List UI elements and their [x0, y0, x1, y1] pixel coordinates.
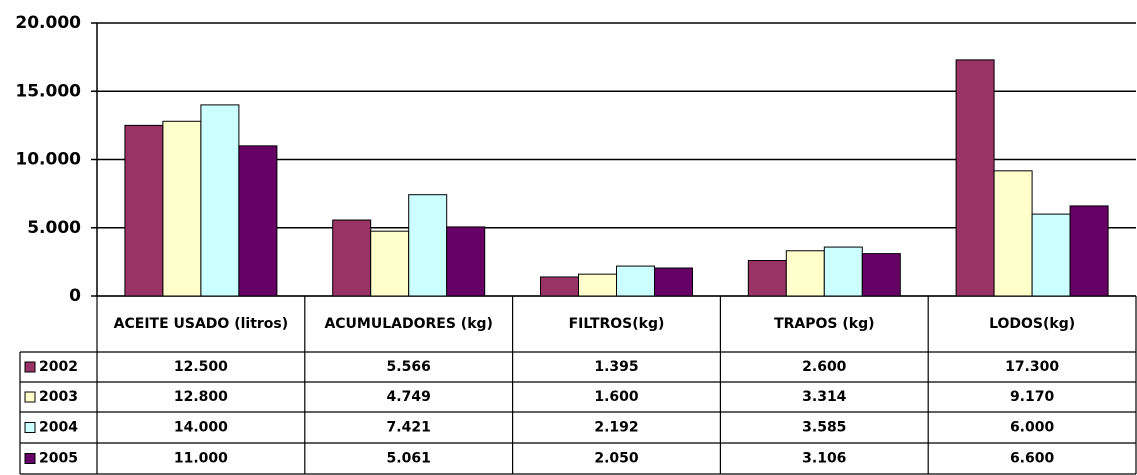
data-label: 4.749 — [387, 389, 431, 405]
bar — [162, 120, 202, 297]
x-tick-label: TRAPOS (kg) — [774, 316, 874, 332]
bar — [993, 170, 1033, 297]
bar — [124, 124, 164, 297]
data-label: 12.800 — [174, 389, 228, 405]
bar — [861, 253, 901, 297]
data-label: 2.600 — [802, 359, 847, 375]
data-label: 1.600 — [594, 389, 639, 405]
bar — [616, 265, 655, 297]
bar — [578, 273, 617, 297]
data-label: 14.000 — [174, 420, 228, 436]
y-tick-label: 20.000 — [15, 13, 81, 33]
legend-marker — [24, 453, 36, 464]
bar — [1031, 213, 1071, 297]
data-label: 5.566 — [387, 359, 431, 375]
x-tick-label: FILTROS(kg) — [569, 316, 665, 332]
y-tick-label: 5.000 — [27, 218, 81, 238]
data-label: 3.585 — [802, 420, 846, 436]
y-tick-label: 0 — [69, 286, 81, 306]
data-label: 9.170 — [1010, 389, 1055, 405]
bar — [408, 194, 448, 297]
data-label: 2.050 — [594, 451, 639, 467]
legend-marker — [24, 361, 36, 373]
bar — [955, 59, 995, 297]
x-tick-label: LODOS(kg) — [989, 316, 1075, 332]
data-label: 11.000 — [174, 451, 228, 467]
bar — [785, 250, 825, 297]
bar — [200, 104, 240, 297]
data-label: 6.600 — [1010, 451, 1055, 467]
bar — [540, 276, 579, 297]
x-tick-label: ACUMULADORES (kg) — [324, 316, 493, 332]
legend-label: 2004 — [39, 420, 78, 436]
bar — [238, 145, 278, 297]
data-label: 6.000 — [1010, 420, 1055, 436]
y-tick-label: 15.000 — [15, 81, 81, 101]
data-label: 3.106 — [802, 451, 846, 467]
data-label: 7.421 — [387, 420, 431, 436]
bar — [370, 230, 410, 297]
legend-marker — [24, 391, 36, 403]
bar — [747, 260, 787, 297]
data-label: 3.314 — [802, 389, 847, 405]
legend-label: 2005 — [39, 451, 78, 467]
bar — [332, 219, 372, 297]
bar — [446, 226, 486, 297]
x-tick-label: ACEITE USADO (litros) — [114, 316, 289, 332]
legend-marker — [24, 422, 36, 433]
bar — [1069, 205, 1109, 297]
legend-label: 2003 — [39, 389, 78, 405]
legend-label: 2002 — [39, 359, 78, 375]
y-tick-label: 10.000 — [15, 150, 81, 170]
data-label: 17.300 — [1005, 359, 1059, 375]
data-label: 1.395 — [594, 359, 638, 375]
data-label: 5.061 — [387, 451, 431, 467]
data-label: 12.500 — [174, 359, 228, 375]
bar — [654, 267, 693, 297]
bar — [823, 246, 863, 297]
data-label: 2.192 — [594, 420, 638, 436]
